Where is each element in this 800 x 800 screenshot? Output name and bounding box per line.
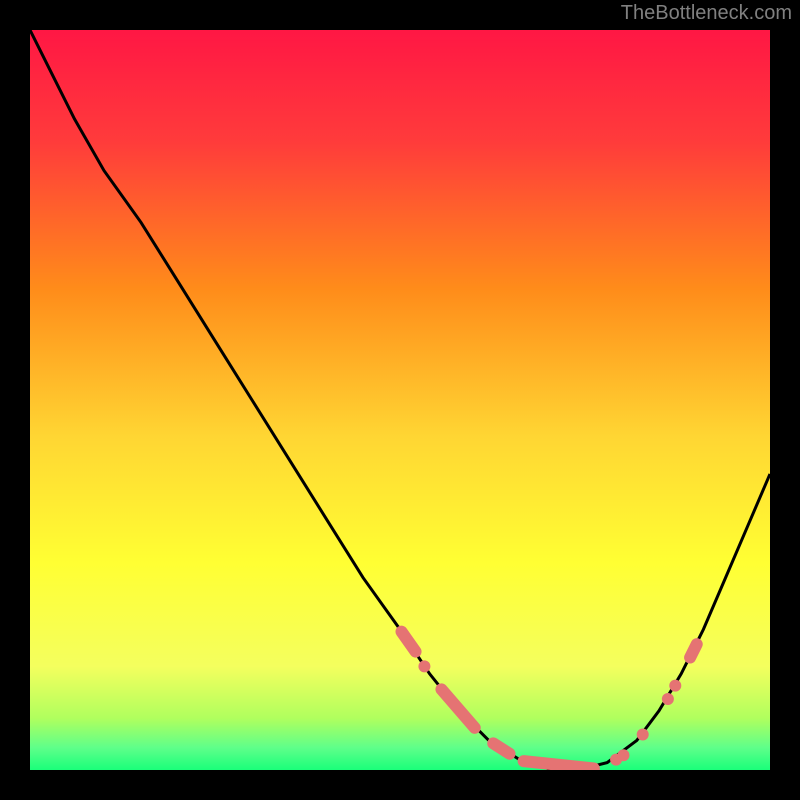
marker-dot [662,693,674,705]
curve-layer [30,30,770,770]
marker-dot [617,749,629,761]
marker-pill [524,761,594,768]
marker-pill [493,743,509,753]
marker-dot [637,728,649,740]
marker-group [401,632,696,769]
marker-pill [690,644,697,657]
chart-container [30,30,770,770]
bottleneck-curve [30,30,770,770]
watermark-text: TheBottleneck.com [621,2,792,25]
marker-dot [669,680,681,692]
marker-pill [401,632,415,652]
marker-pill [441,689,474,727]
marker-dot [418,660,430,672]
